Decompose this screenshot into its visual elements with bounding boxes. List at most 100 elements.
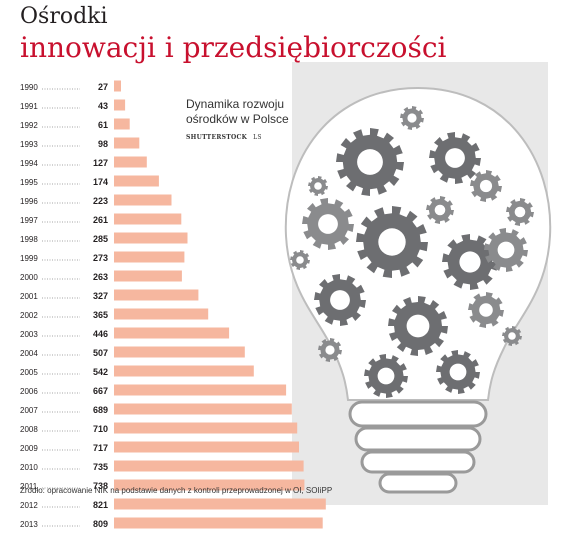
value-label: 273 [93,253,108,263]
value-label: 507 [93,348,108,358]
year-label: 1992 [20,121,38,130]
bar [114,232,188,244]
bar [114,403,292,415]
year-label: 1991 [20,102,38,111]
bar [114,346,245,358]
gear-hub [407,113,417,123]
year-label: 2010 [20,463,38,472]
gear-hub [434,204,446,216]
gear-hub [377,367,395,385]
year-label: 2011 [20,482,38,491]
gear-hub [406,314,430,338]
gear-hub [459,251,481,273]
bar [114,80,121,92]
year-label: 2012 [20,501,38,510]
bar [114,441,299,453]
year-label: 1997 [20,216,38,225]
gear-hub [508,332,516,340]
value-label: 285 [93,234,108,244]
value-label: 738 [93,481,108,491]
gear-hub [514,206,526,218]
source-note: Źródło: opracowanie NIK na podstawie dan… [20,486,333,495]
gear-hub [497,241,515,259]
page-subtitle: innowacji i przedsiębiorczości [20,31,447,64]
page-title: Ośrodki [20,4,108,29]
bar [114,289,199,301]
value-label: 717 [93,443,108,453]
bar [114,175,159,187]
value-label: 327 [93,291,108,301]
year-label: 1996 [20,197,38,206]
value-label: 667 [93,386,108,396]
value-label: 27 [98,82,108,92]
bar [114,498,326,510]
bar [114,422,298,434]
bar [114,384,287,396]
bar [114,365,254,377]
value-label: 821 [93,500,108,510]
bar [114,194,172,206]
gear-hub [325,345,335,355]
gear-hub [318,214,338,234]
value-label: 98 [98,139,108,149]
value-label: 809 [93,519,108,529]
year-label: 2013 [20,520,38,529]
bar [114,156,147,168]
gear-hub [314,182,322,190]
bar [114,251,185,263]
value-label: 263 [93,272,108,282]
value-label: 542 [93,367,108,377]
bar [114,99,126,111]
gear-hub [330,290,350,310]
bar [114,327,230,339]
gear-hub [445,148,465,168]
value-label: 127 [93,158,108,168]
gear-hub [479,303,493,317]
gear-hub [378,228,406,256]
year-label: 2000 [20,273,38,282]
gears-cluster [290,106,534,398]
chart-title: Dynamika rozwoju ośrodków w Polsce [186,97,289,126]
bar [114,213,182,225]
year-label: 2005 [20,368,38,377]
value-label: 223 [93,196,108,206]
year-label: 2004 [20,349,38,358]
bar [114,517,323,529]
image-credit: SHUTTERSTOCK LS [186,134,262,141]
bar [114,118,130,130]
year-label: 2009 [20,444,38,453]
bar [114,460,304,472]
year-label: 2003 [20,330,38,339]
value-label: 735 [93,462,108,472]
bar [114,479,305,491]
value-label: 261 [93,215,108,225]
value-label: 43 [98,101,108,111]
value-label: 689 [93,405,108,415]
gear-hub [449,363,467,381]
year-label: 2007 [20,406,38,415]
year-label: 1990 [20,83,38,92]
year-label: 2001 [20,292,38,301]
bar [114,308,209,320]
year-label: 2008 [20,425,38,434]
year-label: 1994 [20,159,38,168]
year-label: 1999 [20,254,38,263]
value-label: 365 [93,310,108,320]
bar [114,137,140,149]
value-label: 61 [98,120,108,130]
year-label: 1995 [20,178,38,187]
value-label: 174 [93,177,108,187]
year-label: 2002 [20,311,38,320]
gear-hub [357,149,383,175]
year-label: 1998 [20,235,38,244]
bar [114,270,182,282]
year-label: 1993 [20,140,38,149]
value-label: 710 [93,424,108,434]
gear-hub [479,179,493,193]
bulb-base [348,400,488,494]
value-label: 446 [93,329,108,339]
year-label: 2006 [20,387,38,396]
gear-hub [296,256,304,264]
